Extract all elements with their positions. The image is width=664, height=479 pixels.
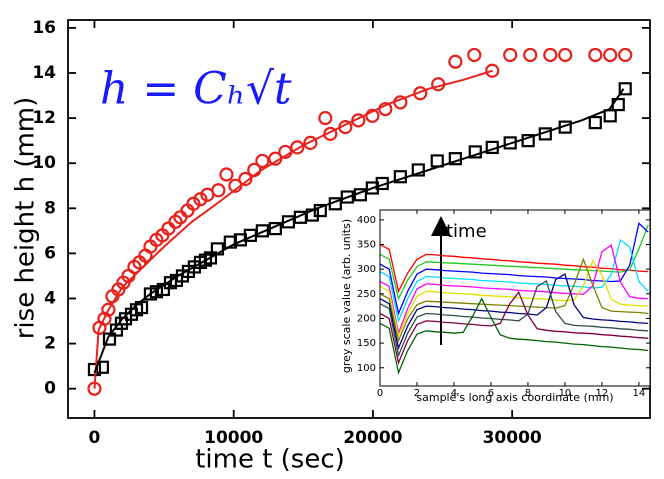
y-tick-label: 150 <box>357 338 376 349</box>
data-point <box>255 224 269 238</box>
y-tick-label: 16 <box>32 18 56 38</box>
data-point <box>448 54 463 69</box>
data-point <box>588 47 603 63</box>
data-point <box>618 82 632 96</box>
x-tick-label: 8 <box>525 388 531 399</box>
data-point <box>211 183 226 198</box>
y-tick-label: 400 <box>357 215 376 226</box>
data-point <box>503 136 517 150</box>
data-line <box>379 280 649 358</box>
x-tick-label: 14 <box>633 388 646 399</box>
x-tick-label: 20000 <box>343 428 402 448</box>
y-tick-label: 4 <box>44 288 56 308</box>
data-point <box>238 171 253 187</box>
data-point <box>558 47 573 63</box>
data-point <box>340 190 354 204</box>
y-tick-label: 0 <box>44 379 56 399</box>
data-point <box>149 285 164 299</box>
y-tick-label: 100 <box>357 363 376 374</box>
data-point <box>543 47 558 63</box>
data-point <box>203 251 218 265</box>
data-point <box>365 108 380 123</box>
data-point <box>102 332 117 346</box>
data-line <box>379 243 649 336</box>
data-point <box>503 47 518 63</box>
y-tick-label: 8 <box>44 198 56 218</box>
data-point <box>603 47 618 63</box>
x-tick-label: 4 <box>451 388 457 399</box>
data-line <box>93 88 625 374</box>
y-tick-label: 300 <box>357 264 376 275</box>
data-line <box>379 291 649 365</box>
data-point <box>303 135 318 150</box>
data-point <box>313 203 327 218</box>
data-point <box>523 47 538 63</box>
data-line <box>379 222 649 316</box>
data-point <box>290 140 305 155</box>
data-point <box>101 302 116 317</box>
annotation: h = Cₕ√t <box>100 64 292 115</box>
data-point <box>485 63 500 78</box>
data-point <box>318 110 333 126</box>
data-point <box>521 134 535 148</box>
x-tick-label: 0 <box>89 428 101 448</box>
data-line <box>379 257 649 343</box>
data-line <box>379 239 649 324</box>
x-tick-label: 10000 <box>204 428 263 448</box>
data-line <box>379 297 649 375</box>
y-tick-label: 10 <box>32 153 56 173</box>
y-tick-label: 6 <box>44 243 56 263</box>
data-point <box>255 153 270 169</box>
data-point <box>186 196 201 211</box>
y-tick-label: 350 <box>357 240 376 251</box>
data-line <box>379 224 649 301</box>
data-point <box>323 126 338 141</box>
x-axis-label: time t (sec) <box>195 445 345 475</box>
data-point <box>411 163 425 177</box>
data-point <box>193 192 208 207</box>
y-axis-label: rise height h (mm) <box>11 97 41 340</box>
x-axis-label: sample's long axis coordinate (mm) <box>416 391 613 404</box>
y-tick-label: 250 <box>357 289 376 300</box>
x-tick-label: 6 <box>488 388 494 399</box>
data-point <box>588 116 602 130</box>
data-line <box>93 69 493 389</box>
data-point <box>618 47 633 63</box>
arrow-label: time <box>446 221 487 242</box>
data-line <box>379 243 649 294</box>
data-point <box>603 109 617 123</box>
y-tick-label: 2 <box>44 334 56 354</box>
data-point <box>87 362 102 377</box>
data-point <box>219 167 234 182</box>
x-tick-label: 2 <box>414 388 420 399</box>
x-tick-label: 12 <box>596 388 609 399</box>
x-tick-label: 0 <box>377 388 383 399</box>
y-axis-label: grey scale value (arb. units) <box>340 219 353 373</box>
x-tick-label: 30000 <box>483 428 542 448</box>
y-tick-label: 14 <box>32 63 56 83</box>
data-point <box>468 145 482 159</box>
y-tick-label: 12 <box>32 108 56 128</box>
y-tick-label: 200 <box>357 313 376 324</box>
data-line <box>379 273 649 351</box>
axes-frame <box>379 209 651 387</box>
data-point <box>467 47 482 63</box>
x-tick-label: 10 <box>559 388 572 399</box>
